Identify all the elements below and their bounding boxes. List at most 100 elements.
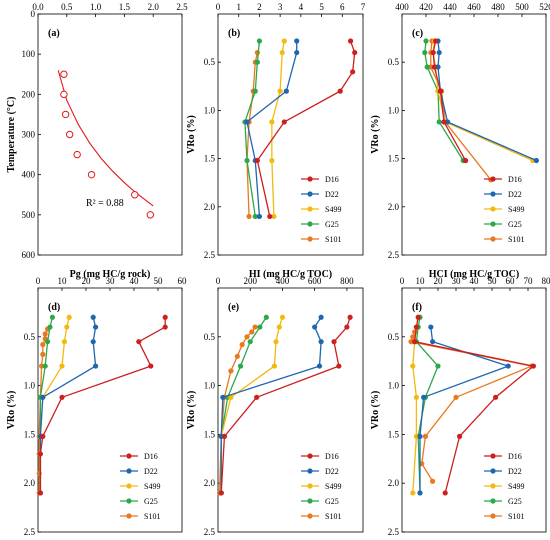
- series-point: [410, 334, 416, 340]
- series-point: [415, 314, 421, 320]
- plot-frame: [37, 287, 183, 533]
- series-point: [40, 342, 46, 348]
- legend-label: D16: [508, 175, 522, 184]
- series-point: [413, 324, 419, 330]
- y-tick-label: 2.5: [204, 527, 216, 537]
- series-point: [93, 363, 99, 369]
- x-tick-label: 70: [524, 276, 534, 286]
- panel-label: (c): [412, 28, 423, 39]
- series-point: [42, 331, 48, 337]
- x-tick-label: 50: [488, 276, 498, 286]
- legend-label: D16: [144, 452, 158, 461]
- y-tick-label: 2.0: [388, 478, 400, 488]
- y-tick-label: 1.0: [388, 105, 400, 115]
- x-tick-label: 0: [216, 276, 221, 286]
- series-point: [493, 394, 499, 400]
- series-point: [422, 49, 428, 56]
- series-point: [66, 314, 72, 320]
- series-point: [263, 314, 269, 320]
- legend-swatch-marker: [307, 453, 313, 459]
- series-point: [218, 490, 224, 496]
- x-tick-label: 520: [539, 2, 550, 12]
- series-point: [433, 38, 439, 44]
- y-tick-label: 2.0: [204, 202, 216, 212]
- panel-label: (f): [412, 302, 422, 313]
- series-point: [318, 339, 324, 345]
- x-axis-title: HCI (mg HC/g TOC): [429, 269, 519, 280]
- x-tick-label: 0: [36, 276, 41, 286]
- x-tick-label: 460: [467, 2, 481, 12]
- legend-swatch-marker: [490, 191, 496, 197]
- legend-label: D16: [508, 452, 522, 461]
- y-tick-label: 1.0: [388, 381, 400, 391]
- series-point: [436, 49, 442, 56]
- legend-label: S101: [508, 235, 524, 244]
- legend-label: D16: [325, 175, 339, 184]
- series-point: [220, 394, 226, 400]
- series-point: [269, 157, 275, 164]
- series-line: [432, 40, 534, 162]
- series-point: [442, 490, 448, 496]
- series-point: [435, 64, 441, 70]
- series-point: [256, 213, 263, 220]
- legend-swatch-marker: [307, 468, 313, 474]
- x-tick-label: 80: [542, 276, 550, 286]
- legend-swatch-marker: [490, 206, 496, 212]
- panel-c: 400 420 440 460 480 500 520 0.5 1.0 1.5 2.0 2.5 (c) V…: [370, 2, 550, 280]
- y-tick-label: 0.5: [388, 57, 400, 67]
- y-tick-label: 1.5: [388, 154, 400, 164]
- panel-label: (b): [228, 28, 240, 39]
- series-point: [294, 49, 300, 56]
- x-tick-label: 0.5: [61, 2, 73, 12]
- legend-swatch-marker: [126, 453, 132, 459]
- y-axis-title: VRo (%): [370, 115, 381, 154]
- x-tick-label: 30: [106, 276, 116, 286]
- legend-swatch-marker: [307, 483, 313, 489]
- series-point: [421, 394, 427, 400]
- series-point: [40, 394, 46, 400]
- series-point: [228, 368, 234, 374]
- y-tick-label: 300: [22, 130, 36, 140]
- panel-f: 0 10 20 30 40 50 60 70 80 0.5 1.0 1.5 2.0 2.5 (f) VRo (…: [370, 276, 550, 537]
- series-point: [256, 38, 263, 44]
- y-tick-label: 100: [22, 49, 36, 59]
- y-tick-label: 0.5: [204, 57, 216, 67]
- x-tick-label: 400: [395, 2, 409, 12]
- x-tick-label: 60: [506, 276, 516, 286]
- series-g25: [242, 38, 263, 220]
- y-tick-label: 2.5: [24, 527, 36, 537]
- x-tick-label: 10: [58, 276, 68, 286]
- x-tick-label: 0: [216, 2, 221, 12]
- y-axis-title: VRo (%): [186, 115, 197, 154]
- y-axis-title: VRo (%): [370, 391, 381, 430]
- y-tick-label: 2.0: [388, 202, 400, 212]
- series-point: [277, 88, 283, 94]
- y-tick-label: 2.0: [204, 478, 216, 488]
- series-d16: [254, 38, 358, 220]
- y-tick-label: 400: [22, 170, 36, 180]
- series-point: [246, 213, 252, 220]
- legend-label: G25: [508, 220, 522, 229]
- y-tick-label: 0: [31, 9, 36, 19]
- legend-label: S499: [144, 482, 160, 491]
- x-tick-label: 400: [276, 276, 290, 286]
- x-tick-label: 600: [308, 276, 322, 286]
- series-point: [234, 353, 240, 359]
- series-line: [39, 317, 166, 493]
- legend-label: G25: [325, 497, 339, 506]
- legend-swatch-marker: [490, 453, 496, 459]
- series-point: [39, 363, 45, 369]
- series-point: [59, 394, 65, 400]
- legend-label: D22: [325, 190, 339, 199]
- plot-frame: [217, 13, 364, 256]
- y-tick-label: 1.0: [204, 105, 216, 115]
- x-tick-label: 4: [299, 2, 304, 12]
- legend-swatch-marker: [126, 498, 132, 504]
- panel-label: (d): [48, 302, 60, 313]
- series-s499: [269, 38, 287, 220]
- series-point: [430, 478, 436, 484]
- y-tick-label: 600: [22, 250, 36, 260]
- legend-swatch-marker: [490, 176, 496, 182]
- series-point: [254, 49, 260, 56]
